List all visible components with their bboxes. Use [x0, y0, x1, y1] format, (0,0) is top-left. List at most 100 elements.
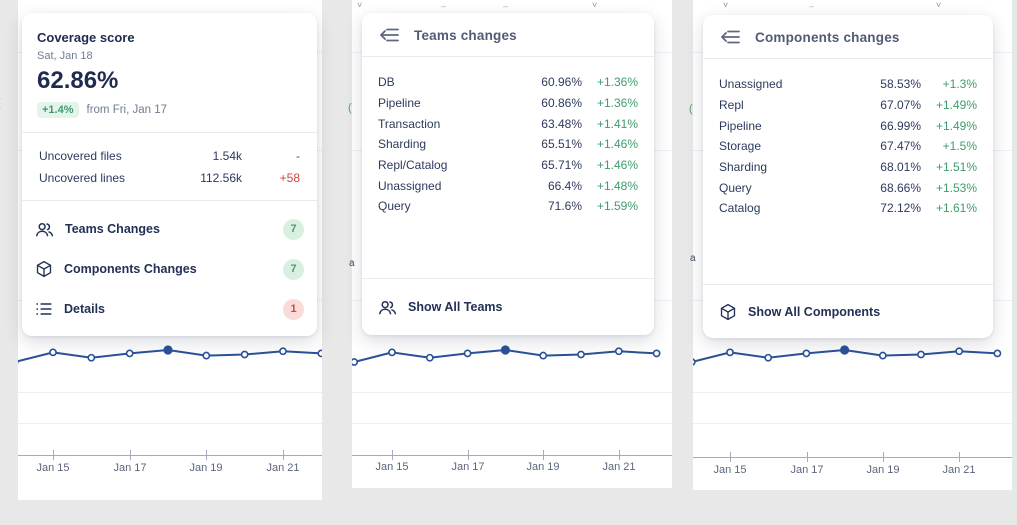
- component-name: Catalog: [719, 201, 761, 216]
- show-all-components-button[interactable]: Show All Components: [703, 284, 993, 338]
- coverage-sparkline[interactable]: [352, 344, 672, 374]
- show-all-teams-label: Show All Teams: [408, 300, 503, 314]
- component-name: Query: [719, 180, 752, 195]
- data-point: [317, 349, 322, 358]
- team-value: 60.96%: [541, 75, 582, 90]
- stat-row-uncovered-files: Uncovered files 1.54k -: [39, 145, 300, 167]
- gridline: [693, 423, 1012, 424]
- highlighted-data-point: [163, 345, 173, 355]
- x-axis-label: Jan 21: [602, 461, 636, 473]
- x-axis-label: Jan 21: [266, 462, 300, 474]
- component-change: +1.49%: [935, 98, 977, 113]
- team-change: +1.48%: [596, 178, 638, 193]
- teams-changes-count-badge: 7: [283, 218, 304, 240]
- x-axis: [352, 455, 672, 456]
- components-card-header: Components changes: [703, 15, 993, 59]
- data-point: [917, 350, 925, 359]
- team-name: Unassigned: [378, 178, 442, 193]
- list-item: Repl/Catalog 65.71% +1.46%: [378, 155, 638, 176]
- x-axis-label: Jan 15: [713, 464, 747, 476]
- list-item: Repl 67.07% +1.49%: [719, 95, 977, 116]
- team-change: +1.41%: [596, 116, 638, 131]
- list-item: Storage 67.47% +1.5%: [719, 136, 977, 157]
- list-item: Pipeline 60.86% +1.36%: [378, 93, 638, 114]
- team-name: Pipeline: [378, 96, 421, 111]
- team-name: Sharding: [378, 137, 427, 152]
- data-point: [802, 349, 811, 358]
- component-change: +1.3%: [942, 77, 977, 92]
- highlighted-data-point: [840, 345, 850, 355]
- data-point: [614, 347, 623, 356]
- component-name: Pipeline: [719, 118, 762, 133]
- people-icon: [378, 299, 397, 316]
- show-all-teams-button[interactable]: Show All Teams: [362, 278, 654, 335]
- team-name: Repl/Catalog: [378, 158, 448, 173]
- data-point: [202, 351, 211, 360]
- x-axis-tick: [959, 452, 960, 462]
- data-point: [125, 349, 134, 358]
- gridline: [18, 423, 322, 424]
- stat-row-uncovered-lines: Uncovered lines 112.56k +58: [39, 167, 300, 189]
- team-value: 60.86%: [541, 96, 582, 111]
- data-point: [577, 350, 585, 359]
- coverage-sparkline[interactable]: [693, 344, 1012, 374]
- component-value: 68.66%: [880, 180, 921, 195]
- stat-change: -: [296, 149, 300, 163]
- cube-icon: [719, 303, 737, 321]
- component-change: +1.51%: [935, 160, 977, 175]
- coverage-card-header: Coverage score Sat, Jan 18 62.86% +1.4% …: [22, 13, 317, 132]
- team-change: +1.36%: [596, 96, 638, 111]
- list-item: Sharding 65.51% +1.46%: [378, 134, 638, 155]
- x-axis-tick: [130, 450, 131, 460]
- divider: [22, 200, 317, 201]
- coverage-sparkline[interactable]: [18, 344, 322, 374]
- stat-label: Uncovered lines: [39, 171, 126, 185]
- show-all-components-label: Show All Components: [748, 304, 881, 319]
- x-axis-tick: [392, 450, 393, 460]
- data-point: [463, 349, 472, 358]
- cube-icon: [35, 260, 53, 278]
- x-axis-tick: [807, 452, 808, 462]
- component-change: +1.53%: [935, 180, 977, 195]
- component-value: 68.01%: [880, 160, 921, 175]
- data-point: [240, 350, 249, 359]
- x-axis-label: Jan 17: [790, 464, 824, 476]
- menu-item-teams-changes[interactable]: Teams Changes 7: [35, 209, 304, 249]
- data-point: [726, 348, 734, 357]
- component-change: +1.49%: [935, 118, 977, 133]
- back-button[interactable]: [719, 29, 741, 45]
- stat-value: 1.54k: [212, 149, 242, 163]
- data-point: [539, 351, 548, 360]
- data-point: [955, 347, 964, 356]
- component-value: 67.47%: [880, 139, 921, 154]
- list-item: Pipeline 66.99% +1.49%: [719, 115, 977, 136]
- data-point: [87, 353, 96, 362]
- data-point: [352, 358, 359, 366]
- uncovered-stats: Uncovered files 1.54k - Uncovered lines …: [22, 133, 317, 200]
- details-count-badge: 1: [283, 298, 304, 320]
- menu-item-details[interactable]: Details 1: [35, 289, 304, 329]
- data-point: [878, 351, 887, 360]
- stat-change: +58: [279, 171, 300, 185]
- x-axis-label: Jan 17: [451, 461, 485, 473]
- team-value: 65.51%: [541, 137, 582, 152]
- data-point: [388, 348, 396, 357]
- x-axis: [693, 457, 1012, 458]
- coverage-delta-badge: +1.4%: [37, 102, 79, 118]
- component-value: 66.99%: [880, 118, 921, 133]
- team-change: +1.46%: [596, 158, 638, 173]
- x-axis-tick: [206, 450, 207, 460]
- people-icon: [35, 221, 54, 238]
- menu-item-label: Teams Changes: [65, 222, 160, 236]
- menu-item-components-changes[interactable]: Components Changes 7: [35, 249, 304, 289]
- data-point: [993, 349, 1002, 358]
- x-axis-tick: [730, 452, 731, 462]
- back-button[interactable]: [378, 27, 400, 43]
- gridline: [18, 392, 322, 393]
- stat-value: 112.56k: [200, 171, 242, 185]
- component-value: 58.53%: [880, 77, 921, 92]
- coverage-score-value: 62.86%: [37, 67, 119, 94]
- team-change: +1.46%: [596, 137, 638, 152]
- team-name: Query: [378, 199, 411, 214]
- coverage-card-date: Sat, Jan 18: [37, 50, 93, 62]
